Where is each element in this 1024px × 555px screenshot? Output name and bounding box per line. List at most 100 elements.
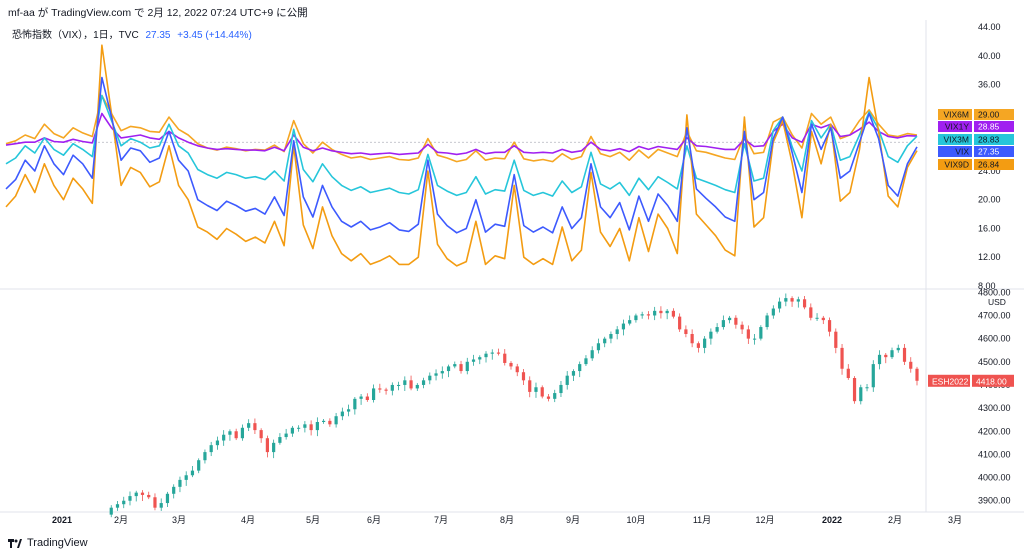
es-y-tick-label: 4700.00 xyxy=(978,310,1011,320)
series-line-vix9d xyxy=(5,44,918,267)
time-axis-label: 12月 xyxy=(755,515,774,525)
candle-body xyxy=(540,387,544,397)
candle-body xyxy=(796,299,800,302)
candle-body xyxy=(596,343,601,351)
candle-body xyxy=(546,396,551,399)
candle-body xyxy=(771,308,775,316)
candle-body xyxy=(403,380,407,385)
candle-body xyxy=(890,350,894,358)
vix-y-tick-label: 36.00 xyxy=(978,80,1001,90)
candle-body xyxy=(209,445,213,453)
candle-body xyxy=(428,375,432,381)
candle-body xyxy=(840,347,844,369)
time-axis-label: 5月 xyxy=(306,515,320,525)
candle-body xyxy=(690,334,694,344)
candle-body xyxy=(234,431,238,439)
es-y-tick-label: 4600.00 xyxy=(978,334,1011,344)
candle-body xyxy=(434,373,438,376)
brand-footer: TradingView xyxy=(8,537,88,549)
candle-body xyxy=(653,310,657,316)
candle-body xyxy=(440,371,444,374)
candle-body xyxy=(465,361,469,372)
badge-name-text-vix9d: VIX9D xyxy=(944,160,969,170)
legend-title: 恐怖指数（VIX），1日，TVC xyxy=(12,30,139,41)
badge-name-text-vix: VIX xyxy=(955,147,969,157)
candle-body xyxy=(109,507,113,515)
candle-body xyxy=(784,298,788,302)
candle-body xyxy=(340,411,344,417)
candle-body xyxy=(384,389,388,391)
candle-body xyxy=(640,314,644,316)
es-y-tick-label: 4200.00 xyxy=(978,426,1011,436)
candle-body xyxy=(359,396,363,399)
vix-y-tick-label: 8.00 xyxy=(978,281,996,291)
candle-body xyxy=(865,387,869,389)
legend-value: 27.35 xyxy=(145,30,171,41)
vix-y-tick-label: 12.00 xyxy=(978,252,1001,262)
chart-legend: 恐怖指数（VIX），1日，TVC 27.35 +3.45 (+14.44%) xyxy=(12,26,252,41)
publisher-header: mf-aa が TradingView.com で 2月 12, 2022 07… xyxy=(8,7,308,19)
es-y-tick-label: 4000.00 xyxy=(978,473,1011,483)
badge-name-vix9d xyxy=(938,159,972,170)
es-badge-name xyxy=(928,374,970,387)
candle-body xyxy=(496,352,501,354)
badge-value-text-vix1y: 28.85 xyxy=(978,122,1000,132)
vix-y-tick-label: 44.00 xyxy=(978,22,1001,32)
candle-body xyxy=(215,440,220,446)
es-badge-value xyxy=(972,374,1014,387)
candle-body xyxy=(421,380,426,385)
candle-body xyxy=(334,416,338,425)
candle-body xyxy=(884,354,888,358)
candle-body xyxy=(459,364,463,372)
series-line-vix3m xyxy=(5,94,918,197)
candle-body xyxy=(328,420,332,425)
candle-body xyxy=(303,424,307,428)
candle-body xyxy=(297,427,301,429)
candle-body xyxy=(721,320,725,328)
candle-body xyxy=(553,393,557,399)
candle-body xyxy=(172,486,176,494)
candle-body xyxy=(834,331,838,348)
candle-body xyxy=(621,323,626,330)
es-unit-label: USD xyxy=(988,297,1006,307)
candle-body xyxy=(809,307,813,318)
candle-body xyxy=(396,384,401,386)
candle-body xyxy=(309,424,313,431)
candle-body xyxy=(247,423,251,428)
brand-name: TradingView xyxy=(27,537,88,549)
candle-body xyxy=(265,438,269,453)
badge-value-text-vix: 27.35 xyxy=(978,147,1000,157)
candle-body xyxy=(153,497,157,508)
candle-body xyxy=(322,420,326,422)
candle-body xyxy=(877,354,882,365)
vix-y-tick-label: 20.00 xyxy=(978,195,1001,205)
candle-body xyxy=(859,387,863,402)
badge-value-text-vix3m: 28.83 xyxy=(978,135,1000,145)
candle-body xyxy=(365,396,369,400)
badge-value-vix3m xyxy=(974,134,1014,145)
candle-body xyxy=(728,317,732,321)
es-y-tick-label: 4100.00 xyxy=(978,449,1011,459)
time-axis-label: 9月 xyxy=(566,515,580,525)
series-line-vix6m xyxy=(5,94,918,163)
badge-value-vix xyxy=(974,146,1014,157)
candle-body xyxy=(678,316,682,330)
candle-body xyxy=(615,329,619,334)
badge-name-text-vix3m: VIX3M xyxy=(943,135,969,145)
badge-value-vix1y xyxy=(974,121,1014,132)
candle-body xyxy=(909,361,913,369)
candle-body xyxy=(609,334,613,339)
time-axis-label: 6月 xyxy=(367,515,381,525)
candle-body xyxy=(740,324,744,330)
candle-body xyxy=(815,317,819,319)
badge-name-vix6m xyxy=(938,109,972,120)
candle-body xyxy=(503,353,507,363)
candle-body xyxy=(871,364,875,388)
candle-body xyxy=(515,366,519,373)
es-badge-name-text: ESH2022 xyxy=(932,376,969,386)
time-axis-label: 2月 xyxy=(888,515,902,525)
es-y-tick-label: 4800.00 xyxy=(978,287,1011,297)
candle-body xyxy=(521,372,526,381)
vix-y-tick-label: 24.00 xyxy=(978,166,1001,176)
